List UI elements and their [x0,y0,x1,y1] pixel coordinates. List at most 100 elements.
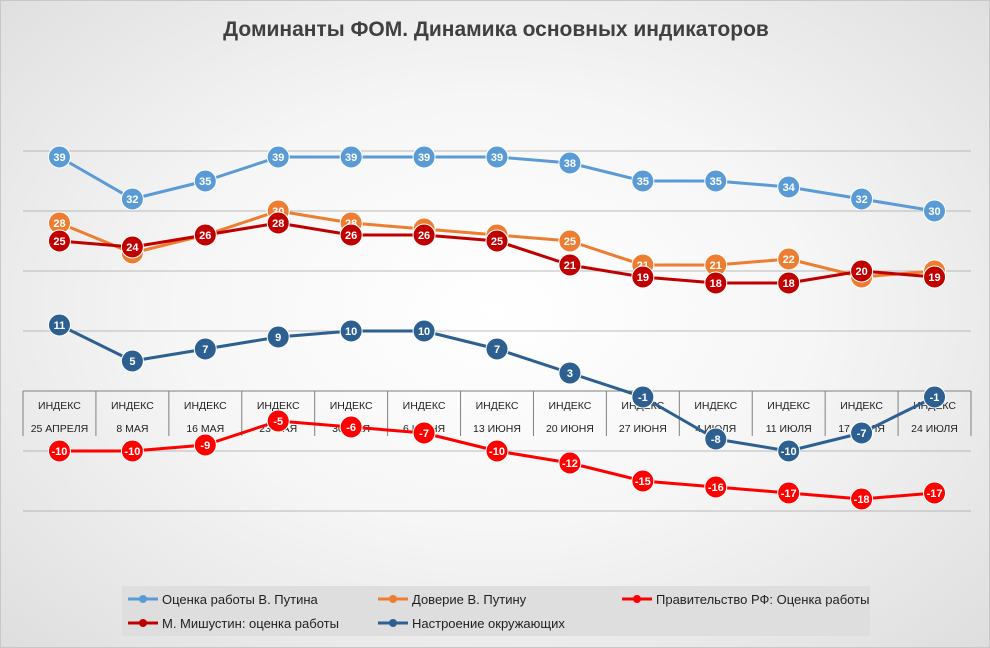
data-label: 9 [275,332,281,344]
data-label: 19 [637,272,649,284]
data-point [339,145,363,169]
x-tick-label: ИНДЕКС [257,400,300,412]
data-point [339,415,363,439]
data-point [558,253,582,277]
data-label: -7 [419,428,429,440]
legend-item: М. Мишустин: оценка работы [128,612,339,634]
data-point [120,187,144,211]
data-label: -8 [711,434,721,446]
data-point [485,145,509,169]
data-point [850,421,874,445]
data-label: -7 [857,428,867,440]
data-label: 25 [53,236,65,248]
data-label: -1 [638,392,648,404]
data-label: 22 [783,254,795,266]
data-label: 35 [637,176,649,188]
data-label: -6 [346,422,356,434]
data-point [47,439,71,463]
data-label: 39 [345,152,357,164]
data-point [47,229,71,253]
legend-marker-icon [378,619,408,627]
data-point [412,145,436,169]
legend-label: М. Мишустин: оценка работы [162,615,339,631]
data-point [412,421,436,445]
legend-marker-icon [128,595,158,603]
data-label: -10 [489,446,505,458]
legend-marker-icon [622,595,652,603]
data-label: 18 [783,278,795,290]
data-point [850,259,874,283]
data-label: 25 [491,236,503,248]
data-label: -12 [562,458,578,470]
data-label: -9 [200,440,210,452]
legend-marker-icon [378,595,408,603]
legend-label: Оценка работы В. Путина [162,591,318,607]
data-point [558,151,582,175]
data-point [193,337,217,361]
data-label: 38 [564,158,576,170]
data-point [120,349,144,373]
data-label: -17 [927,488,943,500]
data-point [412,223,436,247]
x-tick-label: 11 ИЮЛЯ [766,423,812,435]
data-point [777,439,801,463]
legend: Оценка работы В. Путина Доверие В. Путин… [122,586,870,636]
legend-label: Доверие В. Путину [412,591,527,607]
data-label: -10 [124,446,140,458]
data-point [631,469,655,493]
data-label: 30 [928,206,940,218]
data-point [266,325,290,349]
data-label: 21 [710,260,722,272]
data-point [631,265,655,289]
x-tick-label: 25 АПРЕЛЯ [31,423,89,435]
data-point [339,319,363,343]
x-tick-label: ИНДЕКС [184,400,227,412]
data-label: 32 [855,194,867,206]
x-tick-label: 8 МАЯ [116,423,148,435]
chart-title: Доминанты ФОМ. Динамика основных индикат… [223,18,769,41]
data-point [193,169,217,193]
x-tick-label: ИНДЕКС [330,400,373,412]
legend-item: Оценка работы В. Путина [128,588,318,610]
data-point [47,313,71,337]
data-point [266,211,290,235]
data-point [558,361,582,385]
data-label: 39 [491,152,503,164]
data-point [120,439,144,463]
data-point [923,385,947,409]
x-tick-label: ИНДЕКС [767,400,810,412]
x-tick-label: ИНДЕКС [403,400,446,412]
x-tick-label: 20 ИЮНЯ [546,423,594,435]
data-point [485,337,509,361]
data-point [47,145,71,169]
data-label: 25 [564,236,576,248]
data-label: -18 [854,494,870,506]
data-point [193,433,217,457]
x-tick-label: ИНДЕКС [111,400,154,412]
data-label: -1 [930,392,940,404]
data-point [850,187,874,211]
data-label: 10 [418,326,430,338]
legend-item: Правительство РФ: Оценка работы [622,588,869,610]
data-point [704,169,728,193]
data-label: 7 [494,344,500,356]
data-label: 18 [710,278,722,290]
data-label: 24 [126,242,139,254]
data-point [923,199,947,223]
data-point [266,145,290,169]
data-label: 35 [710,176,722,188]
data-label: 11 [54,320,66,332]
legend-label: Правительство РФ: Оценка работы [656,591,870,607]
data-point [704,475,728,499]
data-label: 10 [345,326,357,338]
data-point [266,409,290,433]
data-point [777,481,801,505]
legend-label: Настроение окружающих [412,615,565,631]
legend-item: Доверие В. Путину [378,588,526,610]
data-point [704,271,728,295]
x-tick-label: ИНДЕКС [476,400,519,412]
data-point [120,235,144,259]
legend-marker-icon [128,619,158,627]
data-point [631,385,655,409]
x-tick-label: ИНДЕКС [38,400,81,412]
